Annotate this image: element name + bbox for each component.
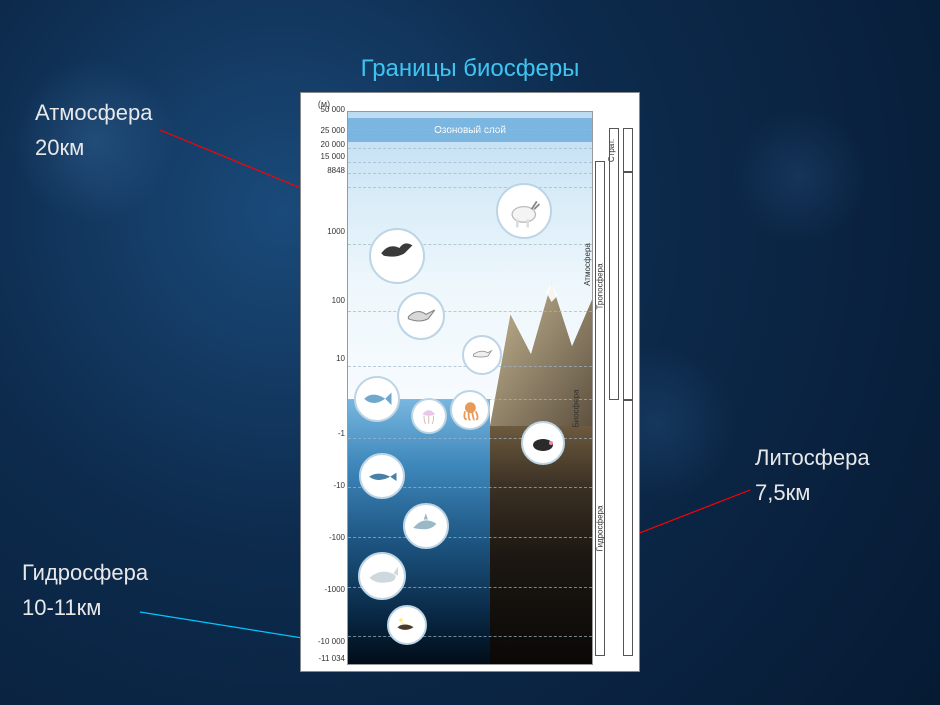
scale-tick: 8848	[303, 166, 345, 175]
scale-tick: 1000	[303, 227, 345, 236]
grid-line	[348, 162, 592, 163]
scale-tick: -10	[303, 481, 345, 490]
annot-lithosphere: Литосфера 7,5км	[755, 440, 870, 510]
range-label: Атмосфера	[583, 243, 592, 286]
scale-tick: 100	[303, 296, 345, 305]
scale-column: (м) 50 00025 00020 00015 000884810001001…	[301, 93, 347, 671]
range-bar	[623, 172, 633, 400]
organism-swift	[462, 335, 502, 375]
scale-tick: -100	[303, 533, 345, 542]
annot-hydrosphere-val: 10-11км	[22, 590, 148, 625]
grid-line	[348, 129, 592, 130]
scale-tick: 20 000	[303, 140, 345, 149]
organism-eagle	[369, 228, 425, 284]
organism-whale	[358, 552, 406, 600]
annot-lithosphere-val: 7,5км	[755, 475, 870, 510]
range-bar	[595, 161, 605, 656]
organism-mole	[521, 421, 565, 465]
scale-tick: 10	[303, 354, 345, 363]
page-title: Границы биосферы	[0, 55, 940, 83]
range-label: Биосфера	[571, 390, 580, 428]
organism-tuna	[359, 453, 405, 499]
scale-tick: 50 000	[303, 105, 345, 114]
grid-line	[348, 636, 592, 637]
grid-line	[348, 148, 592, 149]
grid-line	[348, 537, 592, 538]
scale-tick: 15 000	[303, 152, 345, 161]
organism-gull	[397, 292, 445, 340]
scale-tick: -10 000	[303, 637, 345, 646]
range-bar	[623, 128, 633, 172]
land-region	[490, 267, 592, 664]
grid-line	[348, 187, 592, 188]
organism-dolphin	[403, 503, 449, 549]
organism-flyfish	[354, 376, 400, 422]
organism-jelly	[411, 398, 447, 434]
annot-atmosphere: Атмосфера 20км	[35, 95, 152, 165]
organism-angler	[387, 605, 427, 645]
scale-tick: -11 034	[303, 654, 345, 663]
organism-goat	[496, 183, 552, 239]
biosphere-diagram: (м) 50 00025 00020 00015 000884810001001…	[300, 92, 640, 672]
organism-octo	[450, 390, 490, 430]
annot-hydrosphere: Гидросфера 10-11км	[22, 555, 148, 625]
annot-lithosphere-name: Литосфера	[755, 440, 870, 475]
annot-atmosphere-name: Атмосфера	[35, 95, 152, 130]
range-bar	[609, 128, 619, 400]
scale-tick: -1000	[303, 585, 345, 594]
annot-atmosphere-val: 20км	[35, 130, 152, 165]
diagram-panel: Озоновый слой	[347, 111, 593, 665]
grid-line	[348, 311, 592, 312]
grid-line	[348, 173, 592, 174]
range-bar	[623, 400, 633, 656]
scale-tick: 25 000	[303, 126, 345, 135]
ozone-layer: Озоновый слой	[348, 118, 592, 142]
annot-hydrosphere-name: Гидросфера	[22, 555, 148, 590]
scale-tick: -1	[303, 429, 345, 438]
